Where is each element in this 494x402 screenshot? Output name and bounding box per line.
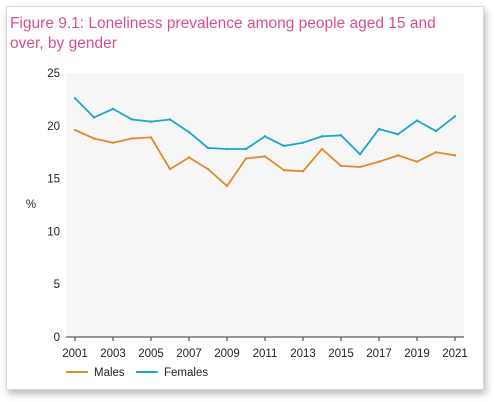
x-tick-label: 2013 <box>290 348 316 360</box>
data-point-females <box>339 134 343 137</box>
data-point-females <box>73 97 77 100</box>
x-tick-label: 2009 <box>214 348 240 360</box>
plot-area <box>66 73 464 337</box>
data-point-females <box>111 107 115 111</box>
data-point-males <box>377 160 381 163</box>
x-tick-label: 2005 <box>138 348 164 360</box>
data-point-females <box>396 133 400 136</box>
data-point-females <box>206 146 210 150</box>
data-point-females <box>415 119 419 122</box>
data-point-females <box>149 120 153 123</box>
data-point-females <box>263 135 267 138</box>
data-point-males <box>187 156 191 159</box>
legend: Males Females <box>66 367 208 379</box>
y-tick-label: 15 <box>47 174 60 186</box>
x-tick-label: 2007 <box>176 348 202 360</box>
data-point-females <box>168 118 172 121</box>
data-point-females <box>377 127 381 131</box>
data-point-females <box>320 135 324 138</box>
data-point-females <box>282 144 286 148</box>
data-point-males <box>206 167 210 171</box>
data-point-males <box>130 137 134 140</box>
x-tick-label: 2021 <box>442 348 468 360</box>
y-tick-label: 10 <box>47 226 60 238</box>
data-point-females <box>130 118 134 121</box>
chart-title: Figure 9.1: Loneliness prevalence among … <box>10 15 436 52</box>
x-tick-label: 2003 <box>100 348 126 360</box>
data-point-males <box>358 165 362 169</box>
data-point-males <box>225 184 229 188</box>
data-point-males <box>301 170 305 173</box>
data-point-males <box>320 147 324 151</box>
legend-label-males: Males <box>94 367 125 379</box>
data-point-females <box>301 141 305 144</box>
data-point-males <box>111 141 115 144</box>
data-point-males <box>434 151 438 154</box>
x-tick-label: 2019 <box>404 348 430 360</box>
data-point-females <box>187 130 191 134</box>
y-axis-ticks: 0 5 10 15 20 25 <box>47 68 60 344</box>
data-point-males <box>92 137 96 140</box>
data-point-females <box>92 116 96 119</box>
data-point-males <box>453 154 457 157</box>
data-point-males <box>149 136 153 139</box>
data-point-females <box>453 115 457 118</box>
data-point-females <box>434 129 438 133</box>
y-tick-label: 20 <box>47 121 60 133</box>
data-point-males <box>168 167 172 171</box>
x-tick-label: 2015 <box>328 348 354 360</box>
data-point-males <box>282 168 286 172</box>
y-tick-label: 0 <box>54 332 60 344</box>
legend-label-females: Females <box>164 367 208 379</box>
x-axis-ticks: 2001 2003 2005 2007 2009 2011 2013 2015 2017 2019… <box>62 337 468 360</box>
series-layer <box>73 97 457 188</box>
x-tick-label: 2017 <box>366 348 392 360</box>
y-tick-label: 25 <box>47 68 60 80</box>
y-tick-label: 5 <box>54 279 60 291</box>
data-point-males <box>73 128 77 132</box>
data-point-males <box>339 164 343 168</box>
data-point-females <box>244 147 248 151</box>
data-point-males <box>396 154 400 157</box>
data-point-males <box>244 157 248 160</box>
y-axis-label: % <box>26 199 36 211</box>
data-point-males <box>263 155 267 158</box>
data-point-females <box>358 153 362 156</box>
data-point-females <box>225 147 229 151</box>
data-point-males <box>415 160 419 163</box>
x-tick-label: 2001 <box>62 348 88 360</box>
x-tick-label: 2011 <box>253 348 278 360</box>
